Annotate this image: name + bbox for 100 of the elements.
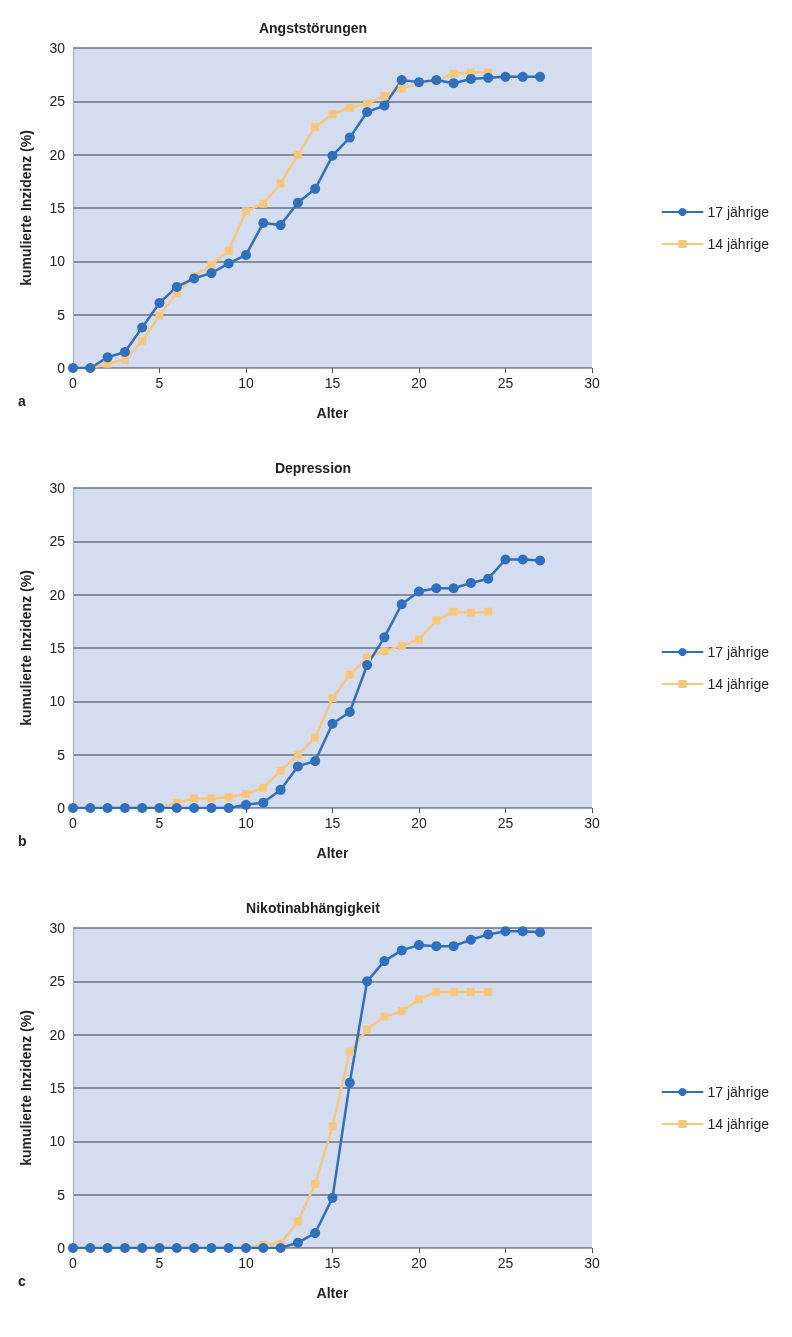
point: [535, 927, 546, 938]
point: [345, 1047, 354, 1056]
point: [258, 1243, 269, 1253]
point: [207, 260, 216, 269]
point: [517, 71, 528, 82]
point: [466, 608, 475, 617]
point: [224, 793, 233, 802]
y-tick-label: 10: [49, 253, 66, 270]
y-tick-label: 0: [57, 1240, 66, 1256]
y-tick-label: 0: [57, 360, 66, 376]
point: [363, 99, 372, 108]
x-tick-label: 30: [584, 375, 600, 391]
point: [465, 73, 476, 84]
point: [119, 347, 130, 357]
chart-title: Angststörungen: [258, 20, 368, 36]
point: [310, 756, 321, 767]
x-tick-label: 25: [497, 375, 514, 391]
y-tick-label: 30: [49, 40, 66, 56]
x-tick-label: 25: [497, 815, 514, 831]
point: [259, 199, 268, 208]
point: [241, 249, 251, 260]
point: [431, 583, 442, 594]
point: [397, 1007, 406, 1016]
point: [396, 75, 407, 85]
y-tick-label: 5: [57, 306, 66, 323]
point: [344, 1077, 355, 1088]
point: [449, 607, 458, 616]
point: [500, 554, 511, 565]
y-tick-label: 20: [49, 1026, 66, 1043]
point: [171, 803, 182, 813]
x-axis-title: Alter: [316, 1285, 349, 1301]
legend-label: 14 jährige: [707, 676, 770, 692]
x-tick-label: 10: [238, 375, 254, 391]
point: [137, 322, 148, 333]
y-tick-label: 30: [49, 480, 66, 496]
x-tick-label: 15: [324, 1255, 341, 1271]
text: a: [18, 393, 26, 409]
point: [448, 583, 459, 594]
point: [449, 988, 458, 996]
point: [344, 707, 355, 717]
point: [207, 794, 216, 803]
point: [483, 72, 494, 83]
x-tick-label: 30: [584, 1255, 600, 1271]
x-tick-label: 0: [69, 375, 78, 391]
y-tick-label: 15: [49, 200, 66, 216]
point: [206, 268, 217, 279]
point: [190, 794, 199, 803]
point: [275, 784, 286, 795]
y-tick-label: 10: [49, 1133, 66, 1150]
y-tick-label: 25: [49, 93, 66, 110]
text: b: [18, 833, 27, 849]
point: [310, 1228, 321, 1239]
y-tick-label: 30: [49, 920, 66, 936]
point: [362, 107, 373, 117]
point: [379, 956, 390, 967]
x-tick-label: 0: [69, 1255, 78, 1271]
point: [448, 941, 459, 952]
y-tick-label: 0: [57, 800, 66, 816]
point: [292, 761, 303, 772]
point: [466, 988, 475, 996]
point: [223, 258, 234, 269]
x-tick-label: 15: [324, 815, 341, 831]
point: [259, 783, 268, 792]
point: [275, 220, 286, 231]
legend-label: 17 jährige: [707, 204, 770, 220]
point: [311, 733, 320, 742]
point: [465, 934, 476, 945]
point: [155, 311, 164, 320]
point: [362, 976, 373, 987]
point: [448, 78, 459, 89]
point: [432, 616, 441, 625]
point: [535, 555, 546, 566]
x-tick-label: 10: [238, 1255, 254, 1271]
point: [415, 995, 423, 1004]
x-tick-label: 25: [497, 1255, 514, 1271]
y-tick-label: 25: [49, 973, 66, 990]
y-tick-label: 25: [49, 533, 66, 550]
point: [242, 207, 250, 216]
x-tick-label: 5: [155, 815, 164, 831]
point: [292, 197, 303, 208]
point: [276, 179, 285, 188]
point: [293, 150, 302, 159]
x-tick-label: 30: [584, 815, 600, 831]
point: [224, 246, 233, 255]
point: [327, 1192, 338, 1203]
y-axis-title: kumulierte Inzidenz (%): [18, 130, 34, 286]
legend-label: 14 jährige: [707, 236, 770, 252]
point: [484, 607, 493, 616]
point: [154, 297, 165, 308]
legend-label: 17 jährige: [707, 1084, 770, 1100]
y-axis-title: kumulierte Inzidenz (%): [18, 1010, 34, 1166]
point: [276, 766, 285, 775]
point: [258, 217, 269, 228]
point: [380, 92, 389, 100]
point: [500, 926, 511, 937]
point: [344, 132, 355, 143]
point: [397, 641, 406, 650]
point: [380, 647, 389, 656]
point: [258, 797, 269, 808]
x-tick-label: 10: [238, 815, 254, 831]
